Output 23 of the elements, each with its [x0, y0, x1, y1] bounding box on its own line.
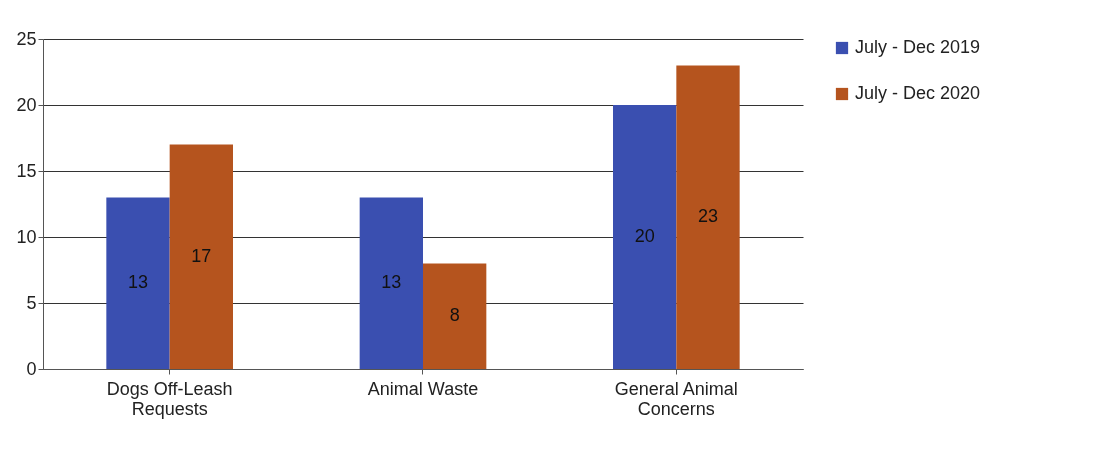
legend-label: July - Dec 2019: [855, 37, 981, 57]
bar: [423, 263, 487, 369]
bar: [169, 144, 233, 369]
data-label: 17: [191, 245, 212, 266]
bar: [676, 65, 740, 369]
x-tick-label: General Animal Concerns: [614, 378, 738, 419]
y-tick-label: 25: [16, 28, 37, 49]
bar: [359, 197, 423, 369]
bar: [613, 105, 677, 369]
data-label: 13: [127, 272, 149, 293]
data-label: 13: [381, 272, 402, 293]
y-tick-label: 5: [26, 292, 37, 313]
y-tick-label: 15: [16, 160, 37, 181]
data-label: 20: [634, 226, 655, 246]
data-label: 23: [697, 206, 719, 227]
x-tick-label: Dogs Off-Leash Requests: [106, 378, 233, 419]
y-tick-label: 0: [26, 358, 37, 379]
data-label: 8: [449, 305, 460, 326]
y-tick-label: 10: [16, 226, 37, 247]
bar: [106, 197, 170, 369]
y-tick-label: 20: [16, 94, 37, 115]
x-tick-label: Animal Waste: [367, 378, 479, 399]
legend-label: July - Dec 2020: [855, 83, 981, 103]
